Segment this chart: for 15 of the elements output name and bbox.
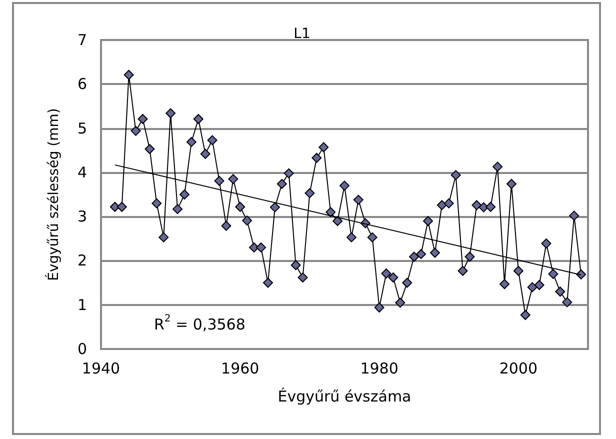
y-tick-label: 7 [77,31,87,49]
y-tick-label: 0 [77,340,87,358]
x-tick-label: 1980 [360,360,398,378]
chart-title: L1 [294,26,310,42]
y-axis-title: Évgyűrű szélesség (mm) [45,108,62,281]
y-tick-label: 2 [77,252,87,270]
x-tick-label: 2000 [499,360,538,378]
y-tick-label: 5 [77,119,87,138]
x-axis-title: Évgyűrű évszáma [278,388,412,406]
y-tick-label: 3 [77,208,87,226]
x-tick-label: 1940 [82,360,120,378]
y-tick-label: 1 [77,296,87,314]
x-tick-label: 1960 [221,360,260,378]
y-tick-label: 4 [77,163,87,182]
y-tick-label: 6 [77,75,87,94]
